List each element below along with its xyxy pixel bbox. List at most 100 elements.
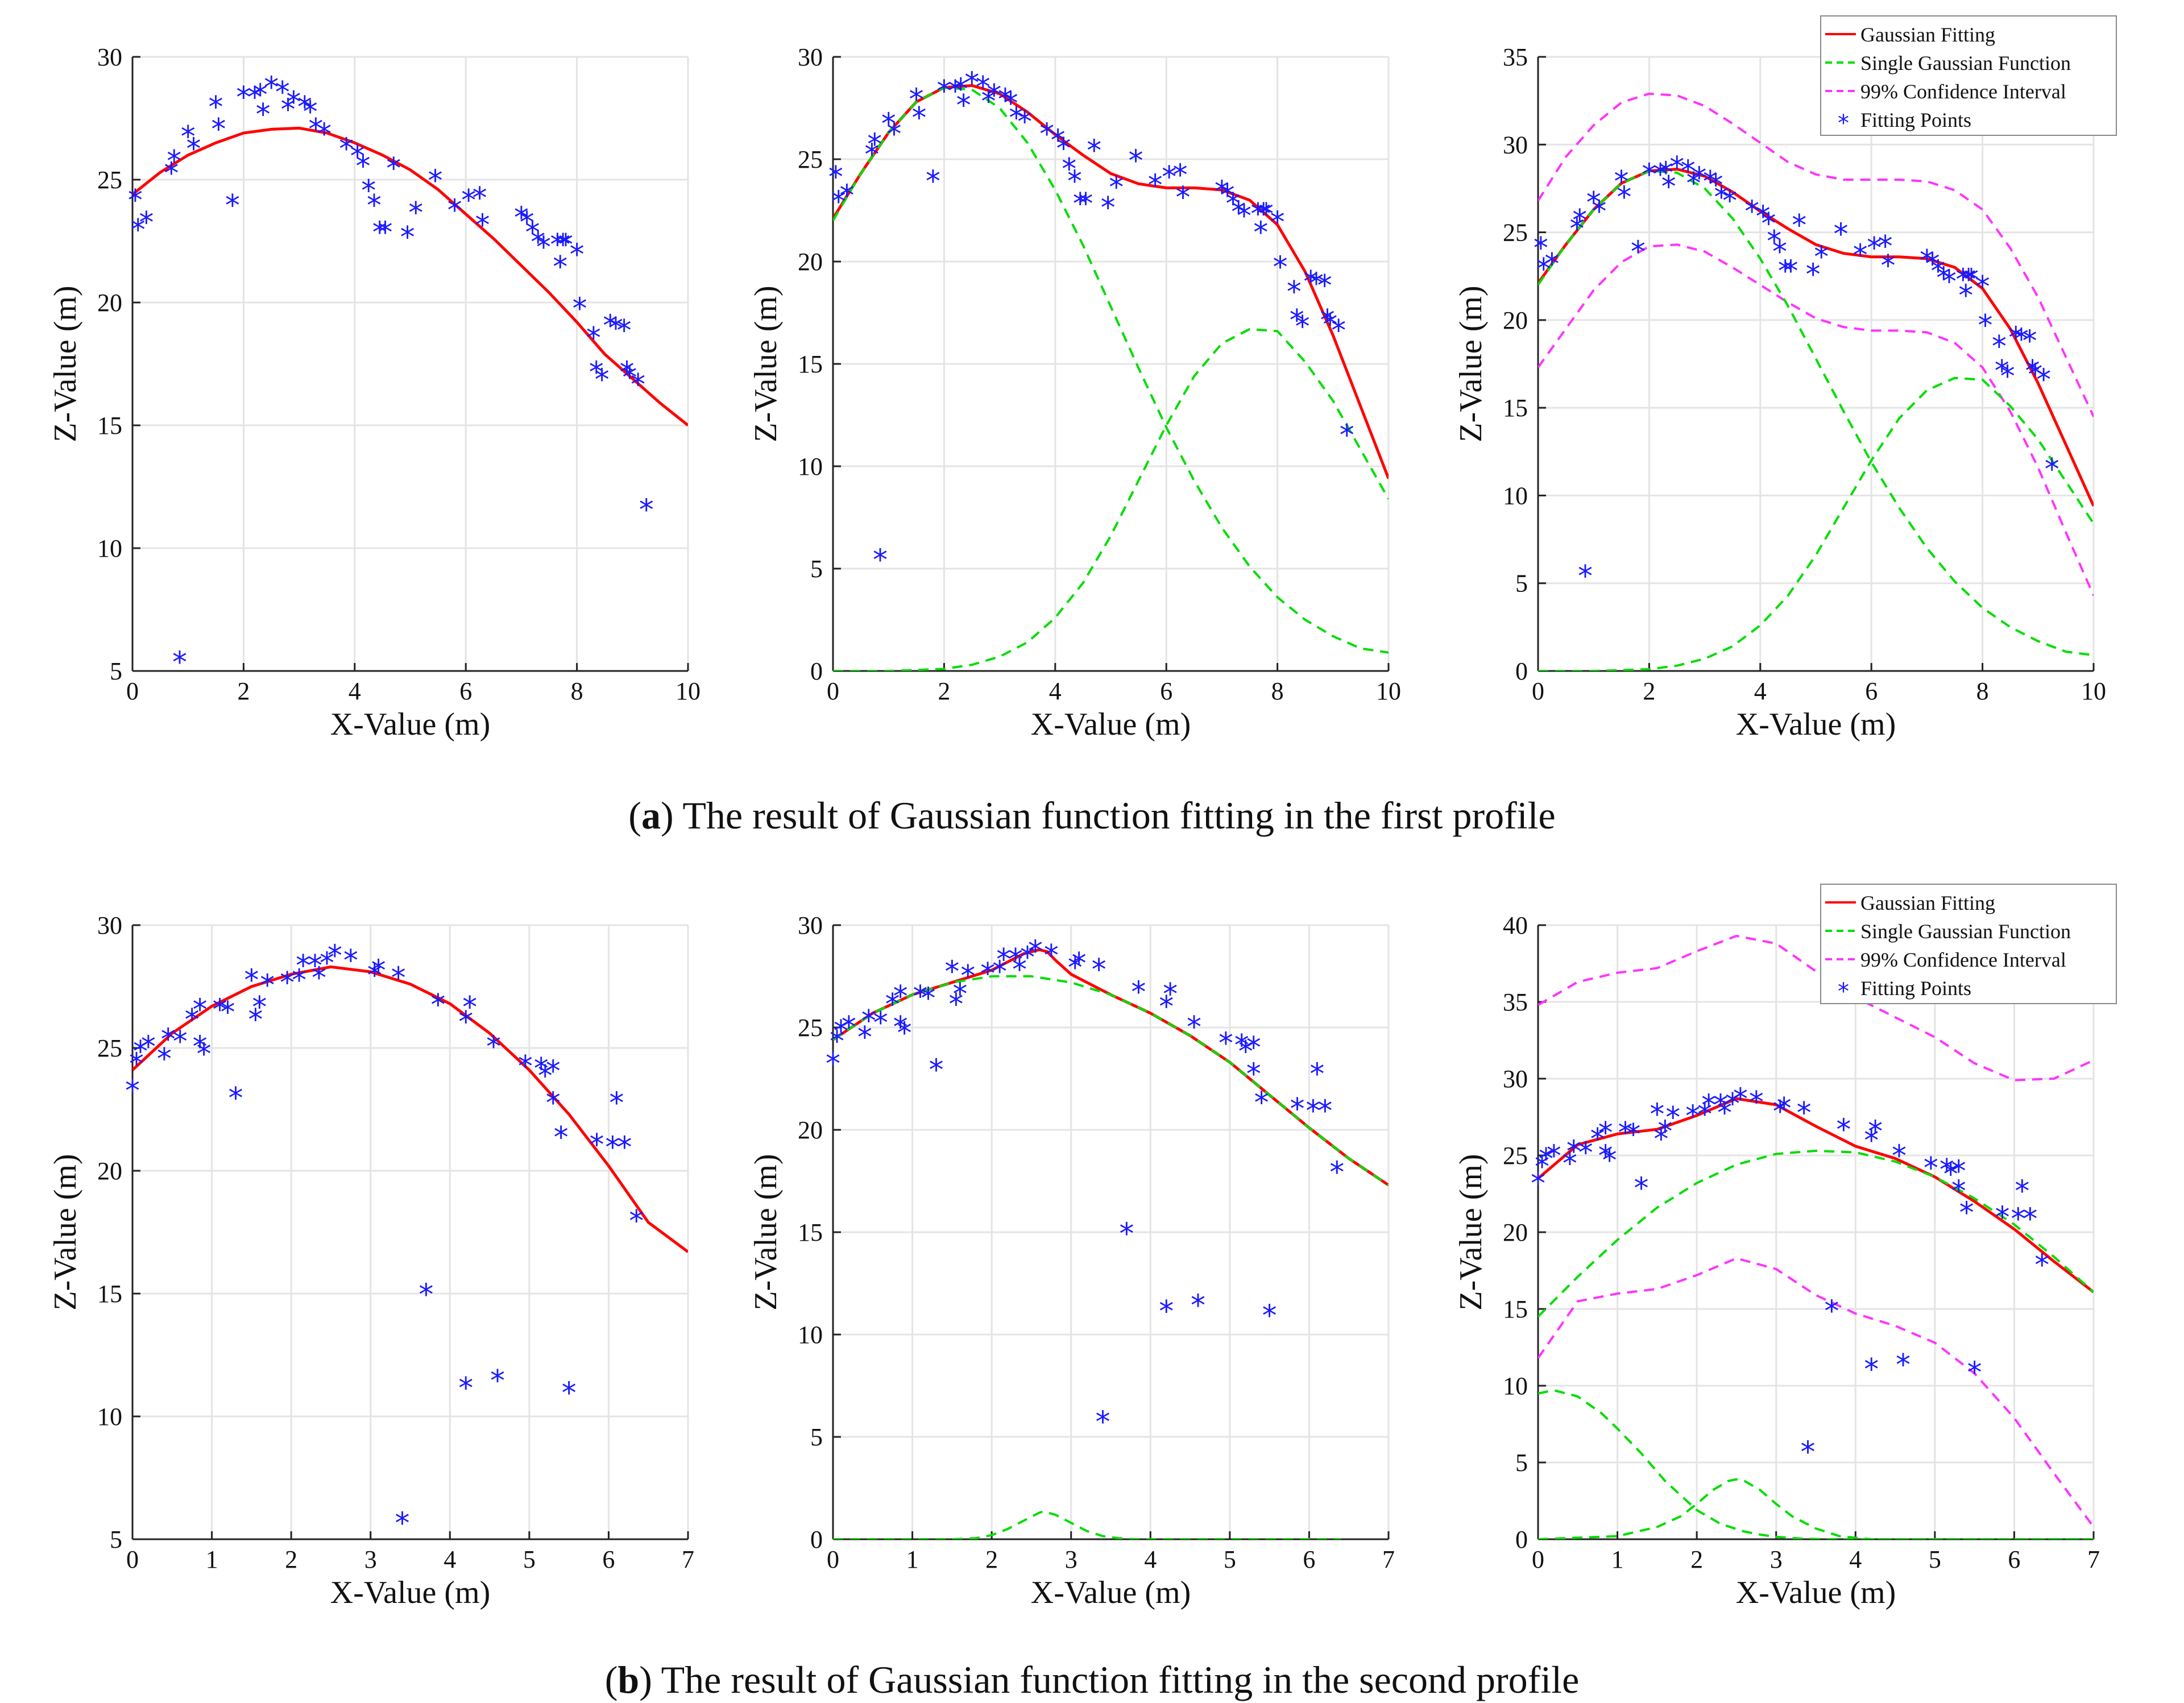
fitting-point: * xyxy=(173,1025,188,1059)
y-tick-label: 30 xyxy=(798,911,823,939)
fitting-point: * xyxy=(1234,1029,1249,1063)
y-tick-label: 15 xyxy=(97,1280,122,1308)
fitting-point: * xyxy=(536,230,551,264)
series-fit-line xyxy=(132,126,688,426)
y-tick-label: 30 xyxy=(97,43,122,71)
fitting-point: * xyxy=(1995,354,2009,388)
y-tick-label: 5 xyxy=(1515,570,1528,598)
fitting-point: * xyxy=(1073,187,1088,221)
fitting-point: * xyxy=(554,1121,569,1155)
fitting-point: * xyxy=(264,71,279,105)
fitting-point: * xyxy=(1008,943,1023,977)
fitting-point: * xyxy=(1653,158,1668,192)
fitting-point: * xyxy=(956,89,971,123)
fitting-point: * xyxy=(1191,1288,1205,1323)
fitting-point: * xyxy=(948,74,963,109)
fitting-point: * xyxy=(1259,197,1274,231)
fitting-point: * xyxy=(1535,1150,1549,1184)
chart-b2: 0 1 2 3 4 5 6 7 0 5 10 15 20 25 30 X-Value (m) Z-Value (… xyxy=(748,911,1395,1610)
fitting-point: * xyxy=(964,67,979,101)
fitting-point: * xyxy=(475,208,490,242)
fitting-point: * xyxy=(603,309,618,343)
fitting-point: * xyxy=(1814,241,1829,275)
fitting-point: * xyxy=(595,363,610,397)
fitting-point: * xyxy=(247,81,262,115)
fitting-point: * xyxy=(1930,254,1945,288)
y-tick-label: 10 xyxy=(1503,482,1528,509)
fitting-point: * xyxy=(1661,170,1676,204)
fitting-point: * xyxy=(350,139,365,173)
fitting-point: * xyxy=(2034,1248,2049,1282)
y-tick-label: 20 xyxy=(1503,306,1528,334)
y-tick-label: 5 xyxy=(110,1526,122,1553)
fitting-point: * xyxy=(1697,1098,1712,1132)
fitting-point: * xyxy=(1943,1158,1958,1192)
fitting-point: * xyxy=(1309,1058,1324,1092)
fitting-point: * xyxy=(1713,1089,1728,1123)
x-tick-label: 4 xyxy=(1754,677,1767,705)
fitting-point: * xyxy=(490,1364,505,1398)
fitting-point: * xyxy=(1159,1295,1174,1329)
fitting-point: * xyxy=(2014,323,2029,357)
fitting-point: * xyxy=(1942,265,1957,299)
x-tick-label: 4 xyxy=(1049,677,1062,705)
fitting-point: * xyxy=(1331,314,1346,348)
fitting-point: * xyxy=(1590,1122,1605,1157)
fitting-point: * xyxy=(355,150,370,184)
series-single-line xyxy=(1538,1389,2094,1539)
legend-box xyxy=(1820,884,2117,1004)
fitting-point: * xyxy=(2015,1175,2029,1209)
fitting-point: * xyxy=(1978,309,1992,343)
fitting-point: * xyxy=(361,174,376,208)
fitting-point: * xyxy=(886,118,901,152)
fitting-point: * xyxy=(520,206,534,240)
fitting-point: * xyxy=(546,1087,561,1121)
fitting-point: * xyxy=(936,74,951,109)
fitting-point: * xyxy=(831,185,846,219)
fitting-point: * xyxy=(518,1050,533,1084)
fitting-point: * xyxy=(1806,258,1821,292)
y-tick-label: 40 xyxy=(1503,911,1528,939)
fitting-point: * xyxy=(913,980,928,1014)
fitting-point: * xyxy=(2036,363,2051,397)
fitting-point: * xyxy=(296,949,310,983)
fitting-point: * xyxy=(572,292,587,326)
fitting-point: * xyxy=(873,1006,888,1041)
fitting-point: * xyxy=(1253,216,1268,250)
y-axis-title: Z-Value (m) xyxy=(748,1154,784,1310)
chart-b3: 0 1 2 3 4 5 6 7 0 5 10 15 20 25 30 35 40 X-Value (m) Z-Val… xyxy=(1453,884,2117,1610)
fitting-point: * xyxy=(881,107,896,142)
fitting-point: * xyxy=(926,164,940,198)
fitting-point: * xyxy=(447,194,462,228)
x-tick-label: 0 xyxy=(1532,677,1544,705)
fitting-point: * xyxy=(1569,212,1584,246)
fitting-point: * xyxy=(462,991,477,1025)
fitting-point: * xyxy=(1773,1095,1788,1129)
fitting-point: * xyxy=(1778,254,1793,288)
fitting-point: * xyxy=(1864,1124,1879,1158)
x-tick-label: 0 xyxy=(827,677,839,705)
fitting-point: * xyxy=(1237,200,1251,234)
fitting-point: * xyxy=(1101,191,1116,225)
fitting-point: * xyxy=(1767,225,1781,259)
fitting-point: * xyxy=(131,213,146,247)
fitting-point: * xyxy=(1295,310,1310,344)
fitting-point: * xyxy=(1659,156,1673,190)
x-tick-label: 2 xyxy=(1643,677,1655,705)
caption-b-text: The result of Gaussian function fitting … xyxy=(652,1658,1580,1701)
fitting-point: * xyxy=(1618,1116,1633,1150)
y-tick-label: 30 xyxy=(1503,1065,1528,1093)
caption-b: (b) The result of Gaussian function fitt… xyxy=(604,1658,1580,1701)
fitting-point: * xyxy=(1536,252,1551,287)
fitting-point: * xyxy=(1231,195,1246,229)
fitting-point: * xyxy=(228,1082,243,1116)
fitting-point: * xyxy=(129,1047,144,1082)
fitting-point: * xyxy=(1056,132,1071,166)
legend: Gaussian Fitting Single Gaussian Function… xyxy=(1820,884,2117,1005)
fitting-point: * xyxy=(1959,1196,1974,1230)
fitting-point: * xyxy=(213,993,227,1027)
y-tick-label: 15 xyxy=(1503,1295,1528,1323)
fitting-point: * xyxy=(1958,279,1973,313)
fitting-point: * xyxy=(2023,1202,2037,1236)
fitting-point: * xyxy=(1340,419,1354,453)
